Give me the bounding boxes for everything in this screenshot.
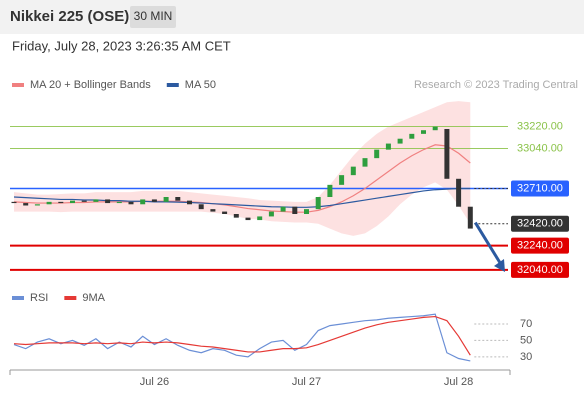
candle-body	[210, 209, 216, 212]
candle-body	[444, 129, 450, 179]
level-label: 32420.00	[517, 218, 563, 230]
arrow-head	[494, 259, 505, 272]
legend-swatch	[12, 83, 24, 87]
level-label: 32040.00	[517, 264, 563, 276]
candle-body	[58, 201, 64, 204]
legend-label: 9MA	[82, 292, 105, 304]
x-tick-label: Jul 28	[444, 376, 473, 388]
candle-body	[280, 206, 286, 212]
level-box	[511, 180, 569, 197]
moving-average	[13, 144, 471, 213]
legend-swatch	[64, 296, 77, 300]
candle-body	[105, 199, 111, 204]
forecast-arrow	[474, 221, 504, 267]
candle-body	[362, 158, 368, 167]
candle-body	[385, 143, 391, 150]
credit: Research © 2023 Trading Central	[414, 79, 578, 91]
candle-body	[163, 197, 169, 202]
candle-body	[175, 197, 181, 201]
legend-label: MA 50	[185, 79, 216, 91]
legend-swatch	[12, 296, 24, 300]
plot: MA 20 + Bollinger Bands MA 50 33220.00 3304…	[10, 79, 569, 388]
level-box	[511, 237, 569, 254]
candle-body	[245, 217, 251, 221]
x-tick-label: Jul 26	[140, 376, 169, 388]
candle-body	[327, 184, 333, 197]
y-tick-label: 50	[520, 334, 532, 346]
candle-body	[11, 201, 17, 204]
candle-body	[350, 166, 356, 176]
instrument-title: Nikkei 225 (OSE)	[10, 8, 129, 25]
candle-body	[374, 149, 380, 159]
candle-body	[93, 199, 99, 202]
candle-body	[257, 216, 263, 221]
level-label: 32710.00	[517, 182, 563, 194]
candle-body	[467, 206, 473, 229]
candle-body	[198, 204, 204, 210]
interval-button[interactable]	[130, 6, 176, 28]
level-label: 33220.00	[517, 120, 563, 132]
candle-body	[81, 200, 87, 202]
candle-body	[421, 130, 426, 134]
candle-body	[268, 211, 274, 217]
level-label: 33040.00	[517, 142, 563, 154]
header-bar	[0, 0, 584, 34]
candle-body	[187, 200, 192, 205]
level-box	[511, 261, 569, 278]
candle-body	[151, 199, 157, 202]
legend-swatch	[166, 83, 179, 87]
y-tick-label: 70	[520, 318, 532, 330]
bollinger-band	[14, 101, 471, 236]
level-label: 32240.00	[517, 239, 563, 251]
interval-label[interactable]: 30 MIN	[134, 9, 173, 23]
candle-body	[34, 204, 40, 206]
candle-body	[292, 206, 298, 214]
candle-body	[70, 200, 75, 204]
candle-body	[116, 201, 122, 204]
candle-body	[409, 133, 415, 139]
rsi-line	[13, 313, 471, 362]
candle-body	[304, 209, 309, 214]
legend-label: MA 20 + Bollinger Bands	[30, 79, 151, 91]
legend-label: RSI	[30, 292, 48, 304]
candle-body	[339, 175, 345, 185]
candle-body	[140, 199, 146, 205]
candle-body	[397, 138, 403, 144]
x-tick-label: Jul 27	[292, 376, 321, 388]
level-box	[511, 215, 569, 232]
candle-body	[315, 197, 321, 210]
moving-average	[13, 187, 471, 208]
rsi-line	[13, 315, 471, 356]
y-tick-label: 30	[520, 351, 532, 363]
candle-body	[23, 203, 29, 206]
candle-body	[432, 126, 438, 131]
candle-body	[456, 178, 462, 207]
candle-body	[233, 214, 239, 218]
timestamp: Friday, July 28, 2023 3:26:35 AM CET	[12, 38, 231, 53]
candle-body	[46, 201, 52, 205]
candle-body	[222, 211, 228, 214]
candle-body	[128, 201, 134, 205]
